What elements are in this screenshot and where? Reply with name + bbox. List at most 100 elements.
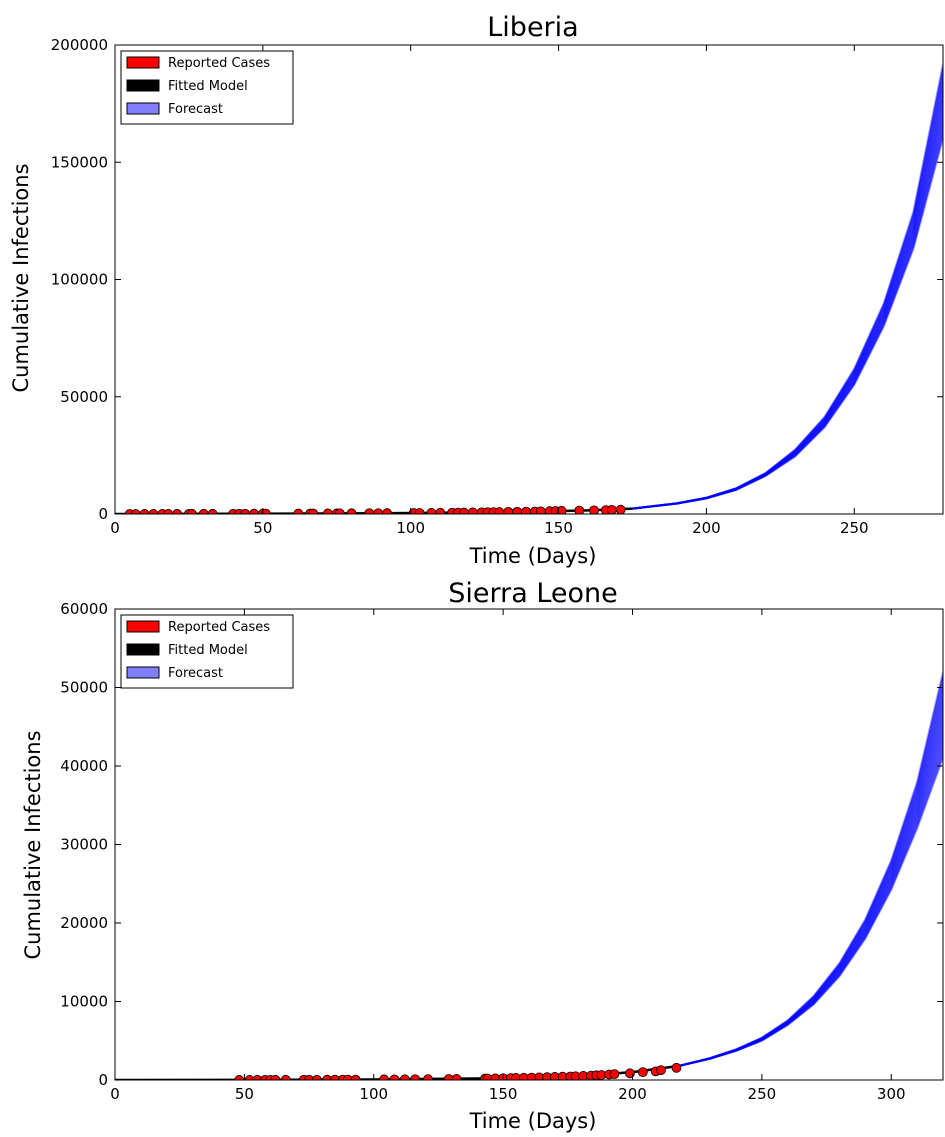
reported-case-point — [574, 505, 585, 514]
forecast-band — [679, 671, 943, 1066]
forecast-trajectory — [632, 122, 943, 510]
plot-area — [115, 671, 943, 1080]
x-tick-label: 100 — [359, 1085, 388, 1103]
legend-label: Reported Cases — [168, 620, 270, 635]
reported-case-point — [451, 1074, 462, 1080]
legend-swatch — [126, 620, 160, 633]
forecast-trajectory — [678, 683, 943, 1067]
reported-case-point — [556, 505, 567, 514]
x-tick-label: 50 — [235, 1085, 254, 1103]
legend: Reported Cases Fitted Model Forecast — [120, 614, 294, 689]
legend-label: Forecast — [168, 102, 223, 117]
y-tick-label: 20000 — [60, 914, 108, 932]
y-tick-label: 0 — [98, 1071, 108, 1089]
forecast-trajectory — [678, 733, 943, 1067]
x-axis-label: Time (Days) — [469, 544, 597, 568]
y-tick-label: 50000 — [60, 679, 108, 697]
y-tick-label: 150000 — [51, 153, 108, 171]
forecast-trajectory — [678, 757, 943, 1067]
reported-case-point — [467, 507, 478, 514]
forecast-trajectory — [632, 133, 943, 510]
x-tick-label: 150 — [544, 519, 573, 537]
reported-case-point — [334, 508, 345, 514]
forecast-trajectory — [632, 106, 943, 510]
legend-swatch — [126, 666, 160, 679]
reported-case-point — [535, 506, 546, 514]
forecast-trajectory — [678, 708, 943, 1067]
y-tick-label: 100000 — [51, 271, 108, 289]
reported-case-point — [426, 508, 437, 514]
x-tick-label: 250 — [840, 519, 869, 537]
forecast-trajectory — [678, 751, 943, 1067]
legend-label: Forecast — [168, 666, 223, 681]
y-tick-label: 10000 — [60, 993, 108, 1011]
y-tick-label: 40000 — [60, 757, 108, 775]
forecast-trajectory — [678, 720, 943, 1067]
forecast-trajectory — [678, 696, 943, 1067]
reported-case-point — [373, 508, 384, 514]
y-axis-label: Cumulative Infections — [9, 163, 33, 392]
y-tick-label: 50000 — [60, 388, 108, 406]
forecast-trajectory — [632, 90, 943, 510]
legend: Reported Cases Fitted Model Forecast — [120, 50, 294, 125]
x-tick-label: 150 — [489, 1085, 518, 1103]
forecast-trajectory — [678, 727, 943, 1067]
forecast-band — [632, 63, 943, 509]
forecast-trajectory — [632, 138, 943, 510]
forecast-trajectory — [678, 690, 943, 1067]
reported-case-point — [459, 507, 469, 514]
legend-label: Fitted Model — [168, 643, 248, 658]
y-tick-label: 60000 — [60, 600, 108, 618]
legend-label: Reported Cases — [168, 56, 270, 71]
forecast-trajectory — [632, 117, 943, 510]
reported-case-point — [323, 508, 333, 514]
x-tick-label: 50 — [253, 519, 272, 537]
reported-case-point — [346, 508, 357, 514]
reported-case-point — [625, 1068, 635, 1079]
reported-case-point — [399, 1074, 410, 1080]
y-tick-label: 0 — [98, 505, 108, 523]
legend-swatch — [126, 79, 160, 92]
reported-case-point — [410, 1074, 421, 1080]
legend-swatch — [126, 56, 160, 69]
plot-area — [115, 63, 943, 514]
chart-title: Sierra Leone — [448, 578, 618, 609]
reported-case-point — [671, 1062, 682, 1073]
legend-swatch — [126, 102, 160, 115]
legend-swatch — [126, 643, 160, 656]
reported-case-point — [389, 1074, 400, 1080]
chart-sierra-leone: Sierra Leone Time (Days) Cumulative Infe… — [21, 578, 944, 1133]
forecast-trajectory — [632, 95, 943, 510]
reported-case-point — [606, 504, 617, 514]
forecast-trajectory — [678, 702, 943, 1067]
reported-case-point — [423, 1074, 433, 1080]
reported-case-point — [637, 1067, 648, 1078]
x-axis-label: Time (Days) — [469, 1109, 597, 1133]
reported-case-point — [435, 507, 446, 514]
forecast-trajectory — [632, 101, 943, 510]
reported-case-point — [364, 508, 375, 514]
x-tick-label: 0 — [110, 519, 120, 537]
x-tick-label: 200 — [692, 519, 721, 537]
reported-case-point — [521, 506, 531, 514]
forecast-trajectory — [632, 111, 943, 510]
x-tick-label: 0 — [110, 1085, 120, 1103]
forecast-trajectory — [632, 84, 943, 510]
legend-label: Fitted Model — [168, 79, 248, 94]
chart-title: Liberia — [487, 12, 578, 43]
chart-liberia: Liberia Time (Days) Cumulative Infection… — [9, 12, 944, 568]
reported-case-point — [512, 506, 523, 514]
reported-case-point — [382, 508, 392, 514]
x-tick-label: 250 — [748, 1085, 777, 1103]
y-tick-label: 30000 — [60, 836, 108, 854]
x-tick-label: 100 — [396, 519, 425, 537]
forecast-trajectory — [678, 745, 943, 1067]
reported-case-point — [589, 505, 599, 514]
forecast-trajectory — [632, 127, 943, 510]
reported-case-point — [503, 506, 514, 514]
y-axis-label: Cumulative Infections — [21, 730, 45, 959]
reported-case-point — [609, 1069, 620, 1080]
forecast-trajectory — [678, 739, 943, 1067]
y-tick-label: 200000 — [51, 36, 108, 54]
